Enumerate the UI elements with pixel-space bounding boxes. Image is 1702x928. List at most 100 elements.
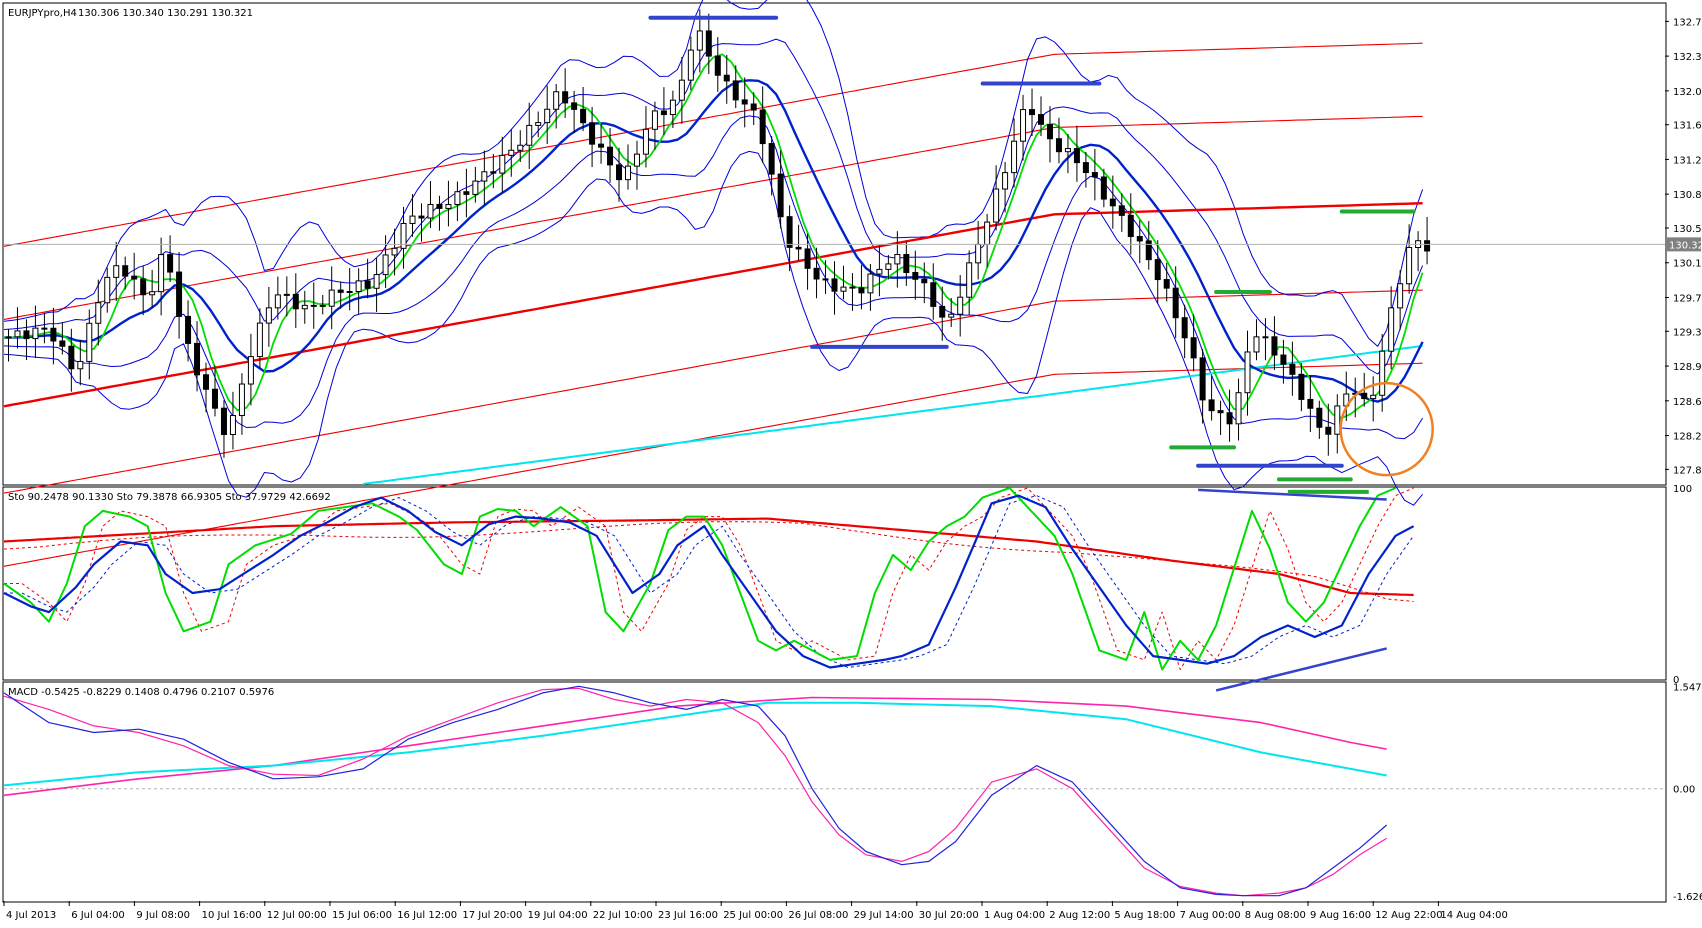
candle-bull [229, 415, 236, 435]
candle-bear [939, 305, 946, 318]
candle-bear [777, 173, 784, 218]
candle-bull [957, 296, 964, 315]
time-tick-label: 8 Aug 08:00 [1245, 910, 1306, 921]
candle-bear [903, 254, 910, 274]
macd-header: MACD -0.5425 -0.8229 0.1408 0.4796 0.210… [8, 687, 274, 698]
time-tick-label: 30 Jul 20:00 [919, 910, 979, 921]
candle-bear [607, 146, 614, 166]
candle-bull [1334, 405, 1341, 435]
stoch-mid-main [3, 494, 1415, 669]
time-tick-label: 4 Jul 2013 [6, 910, 56, 921]
candle-bull [984, 221, 991, 245]
candle-bear [786, 216, 793, 248]
candle-bull [669, 99, 676, 116]
candle-bull [633, 153, 640, 167]
candle-bear [220, 407, 227, 435]
time-tick-label: 1 Aug 04:00 [984, 910, 1045, 921]
candle-bull [247, 356, 254, 385]
candle-bear [804, 248, 811, 269]
candle-bull [409, 215, 416, 224]
candle-bull [472, 180, 479, 195]
bollinger-inner-upper [3, 38, 1424, 375]
price-header-values: 130.306 130.340 130.291 130.321 [78, 8, 253, 19]
candle-bear [1316, 407, 1323, 428]
last-price-label: 130.321 [1669, 240, 1702, 251]
time-tick-label: 23 Jul 16:00 [658, 910, 718, 921]
price-tick-label: 130.870 [1673, 190, 1702, 201]
candle-bull [642, 128, 649, 155]
candle-bull [113, 265, 120, 278]
price-tick-label: 131.250 [1673, 155, 1702, 166]
candle-bear [1118, 205, 1125, 216]
candle-bull [499, 154, 506, 174]
candle-bull [454, 191, 461, 206]
time-tick-label: 12 Jul 00:00 [267, 910, 327, 921]
candle-bull [535, 122, 542, 126]
candle-bull [265, 307, 272, 324]
candle-bear [723, 74, 730, 82]
time-tick-label: 15 Jul 06:00 [332, 910, 392, 921]
candle-bear [418, 215, 425, 219]
candle-bull [651, 110, 658, 130]
ma-slow-red [3, 202, 1423, 408]
candle-bull [427, 203, 434, 219]
time-tick-label: 12 Aug 22:00 [1375, 910, 1442, 921]
price-tick-label: 132.380 [1673, 52, 1702, 63]
candle-bull [1235, 392, 1242, 425]
candle-bull [678, 79, 685, 101]
candle-bear [589, 122, 596, 145]
candle-bull [840, 286, 847, 292]
time-tick-label: 22 Jul 10:00 [593, 910, 653, 921]
candle-bull [508, 149, 515, 156]
candle-bear [50, 327, 57, 342]
price-tick-label: 131.630 [1673, 121, 1702, 132]
candle-bull [1020, 109, 1027, 142]
candle-bear [858, 287, 865, 294]
price-tick-label: 130.500 [1673, 224, 1702, 235]
candle-bear [580, 108, 587, 124]
candle-bear [194, 342, 201, 376]
candle-bull [867, 273, 874, 294]
candle-bear [337, 289, 344, 293]
price-tick-label: 128.610 [1673, 397, 1702, 408]
macd-tick-label: 1.5476 [1673, 682, 1702, 693]
time-tick-label: 9 Aug 16:00 [1310, 910, 1371, 921]
candle-bear [1298, 373, 1305, 400]
stoch-pane-frame [2, 486, 1667, 681]
stochastic-axis: 100 0 [1673, 484, 1692, 686]
candle-bear [1181, 317, 1188, 339]
candle-bull [77, 360, 84, 370]
candle-bear [68, 345, 75, 370]
candle-bull [238, 383, 245, 417]
candle-bear [795, 246, 802, 250]
candle-bear [831, 278, 838, 292]
candle-bear [571, 102, 578, 110]
candle-bear [463, 191, 470, 195]
candle-bull [481, 171, 488, 182]
candle-bear [1082, 162, 1089, 174]
candle-bear [759, 109, 766, 145]
candle-bull [517, 144, 524, 151]
candle-bear [1029, 109, 1036, 116]
candle-bear [1361, 392, 1368, 400]
candle-bear [1109, 198, 1116, 207]
candle-bear [660, 110, 667, 116]
candle-bear [364, 280, 371, 289]
candle-bear [1091, 172, 1098, 178]
candle-bull [104, 276, 111, 304]
candle-bull [975, 243, 982, 264]
candle-bull [149, 291, 156, 296]
stoch-mid-signal [4, 495, 1415, 668]
candle-bull [1388, 307, 1395, 352]
price-axis: 132.760 132.380 132.000 131.630 131.250 130.8… [1665, 17, 1702, 476]
candle-bear [1424, 240, 1431, 252]
bollinger-inner-lower [3, 115, 1424, 440]
envelope-upper-inner [3, 115, 1423, 320]
macd-signal-line [3, 687, 1388, 897]
candle-bear [122, 265, 129, 277]
stoch-header: Sto 90.2478 90.1330 Sto 79.3878 66.9305 … [8, 492, 331, 503]
candle-bear [1208, 399, 1215, 412]
candle-bear [912, 272, 919, 280]
candle-bull [1064, 148, 1071, 153]
candle-bull [158, 254, 165, 293]
